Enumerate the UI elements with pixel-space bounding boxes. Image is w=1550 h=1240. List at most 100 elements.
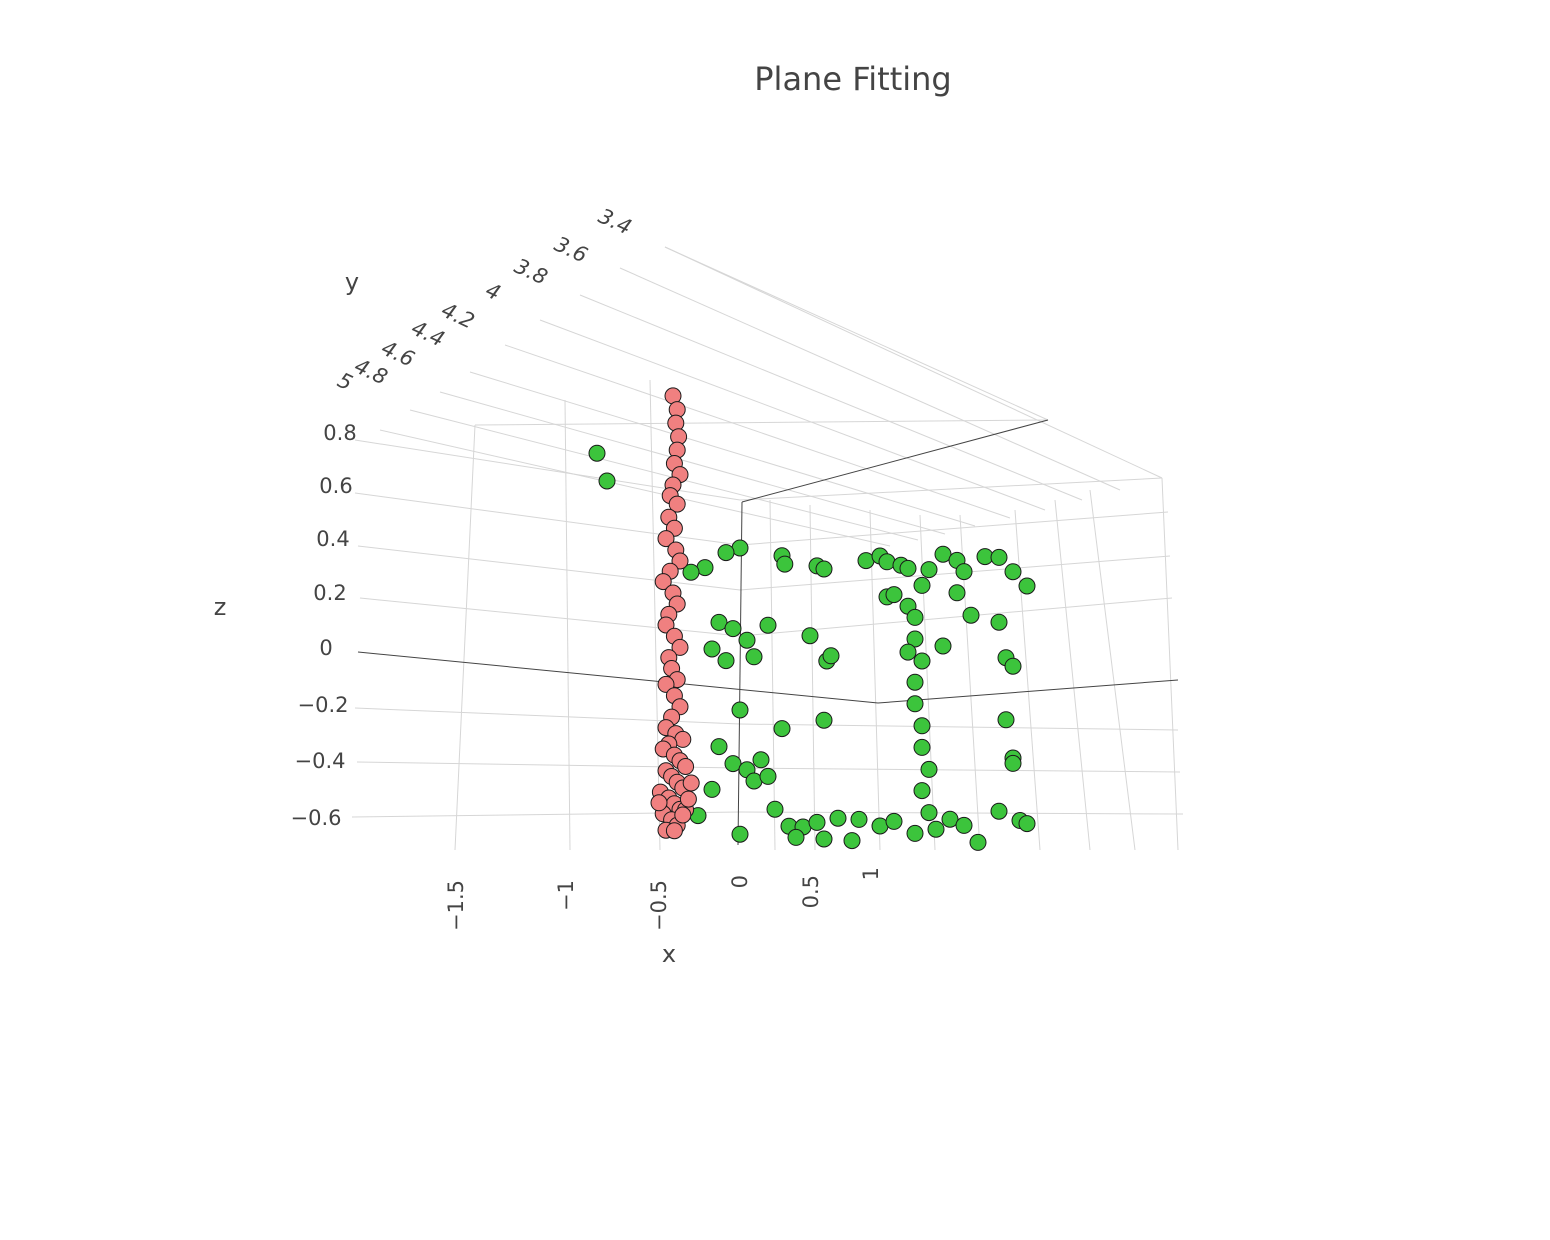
grid-line: [769, 499, 776, 851]
scatter-point: [717, 652, 735, 670]
scatter-point: [990, 548, 1008, 566]
y-tick-label: 5: [334, 368, 356, 395]
scatter-point: [679, 790, 697, 808]
grid-line: [1089, 489, 1136, 851]
scatter-point: [703, 780, 721, 798]
scatter-point: [703, 640, 721, 658]
grid-line: [1161, 477, 1179, 851]
grid-line: [664, 246, 1049, 421]
chart-title: Plane Fitting: [754, 60, 951, 98]
grid-line: [619, 267, 1121, 491]
scatter-point: [1018, 815, 1036, 833]
z-tick-label: 0: [319, 636, 332, 660]
x-tick-label: −1.5: [444, 880, 468, 931]
grid-line: [739, 811, 1184, 815]
scatter-point: [1018, 577, 1036, 595]
z-tick-label: 0.6: [319, 474, 352, 498]
grid-line: [649, 379, 661, 851]
z-tick-label: −0.2: [298, 693, 349, 717]
y-tick-label: 3.4: [595, 204, 635, 240]
y-tick-label: 3.6: [551, 232, 591, 268]
grid-line: [664, 246, 1163, 479]
scatter-point: [941, 810, 959, 828]
grid-line: [809, 504, 816, 851]
scatter-point: [650, 794, 668, 812]
scatter-point: [906, 673, 924, 691]
scatter-point: [815, 830, 833, 848]
x-axis-title: x: [662, 940, 676, 968]
scatter-point: [906, 630, 924, 648]
scatter-point: [724, 755, 742, 773]
scatter-point: [969, 833, 987, 851]
z-tick-label: 0.8: [323, 421, 356, 445]
scatter-point: [843, 832, 861, 850]
y-tick-label: 3.8: [511, 254, 551, 290]
z-tick-label: −0.6: [291, 806, 342, 830]
zero-line-z-right: [877, 679, 1179, 704]
grid-line: [379, 429, 891, 547]
x-tick-label: −1: [554, 880, 578, 911]
scatter-point: [1004, 754, 1022, 772]
x-tick-label: 1: [859, 867, 883, 880]
grid-line: [739, 767, 1181, 773]
scatter-point: [1004, 563, 1022, 581]
scatter-point: [955, 563, 973, 581]
scatter-point: [906, 824, 924, 842]
grid-line: [539, 319, 1046, 511]
scatter-point: [913, 717, 931, 735]
scatter-point: [934, 545, 952, 563]
scatter-point: [920, 561, 938, 579]
grid-line: [439, 391, 946, 535]
grid-line: [454, 424, 476, 851]
grid-line: [1054, 499, 1091, 851]
scatter-point: [759, 616, 777, 634]
scatter-point: [738, 631, 756, 649]
scatter-point: [752, 751, 770, 769]
scatter-point: [906, 608, 924, 626]
scatter-point: [913, 782, 931, 800]
scatter-point: [990, 802, 1008, 820]
grid-line: [579, 294, 1083, 501]
scatter-point: [927, 820, 945, 838]
scatter-point: [657, 616, 675, 634]
z-tick-label: −0.4: [295, 749, 346, 773]
scatter-point: [948, 584, 966, 602]
scatter-point: [962, 606, 980, 624]
scatter-point: [710, 738, 728, 756]
z-tick-label: 0.2: [313, 581, 346, 605]
scatter-point: [773, 720, 791, 738]
scatter-point: [913, 738, 931, 756]
scatter-point: [682, 563, 700, 581]
grid-line: [564, 399, 571, 851]
zero-line-x: [741, 419, 1049, 503]
grid-layer: [351, 246, 1184, 851]
scatter-point: [885, 812, 903, 830]
scatter-point: [850, 810, 868, 828]
grid-line: [504, 344, 1011, 519]
scatter-point: [731, 701, 749, 719]
scatter-point: [598, 472, 616, 490]
grid-line: [357, 545, 741, 591]
grid-line: [469, 371, 976, 527]
grid-line: [739, 477, 1163, 501]
grid-line: [739, 555, 1171, 591]
scatter-point: [801, 627, 819, 645]
scatter-point: [682, 774, 700, 792]
x-tick-label: −0.5: [647, 880, 671, 931]
scatter-point: [657, 675, 675, 693]
zero-line-y: [737, 501, 743, 846]
scatter-point: [677, 758, 695, 775]
x-tick-label: 0: [728, 875, 752, 888]
scatter-point: [899, 643, 917, 661]
scatter-point: [759, 767, 777, 785]
scatter-point: [934, 637, 952, 655]
grid-line: [1014, 509, 1041, 851]
scatter-point: [808, 813, 826, 831]
scatter-point: [955, 816, 973, 834]
scatter-point: [766, 800, 784, 818]
scatter-point: [815, 711, 833, 729]
scatter-point: [913, 576, 931, 594]
scatter-point: [731, 825, 749, 843]
scatter-point: [668, 495, 686, 513]
